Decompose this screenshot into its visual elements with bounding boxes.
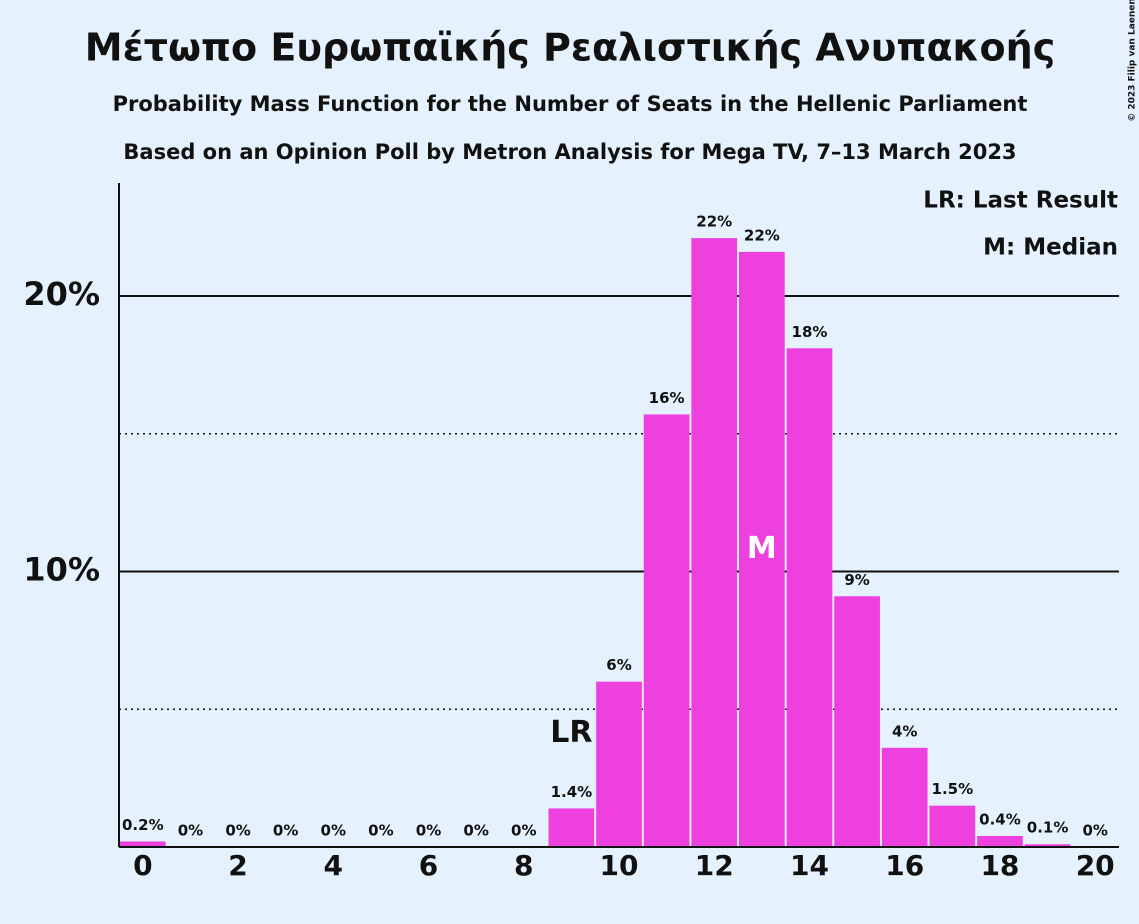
bar: [596, 681, 642, 847]
value-label: 16%: [649, 389, 685, 407]
x-tick-label: 16: [885, 849, 924, 882]
y-tick-label: 10%: [23, 550, 100, 588]
bar: [691, 238, 738, 847]
value-label: 1.5%: [932, 780, 974, 798]
value-label: 6%: [606, 656, 631, 674]
x-tick-label: 2: [228, 849, 247, 882]
value-label: 22%: [696, 213, 732, 231]
value-label: 0.2%: [122, 816, 164, 834]
annotation: M: [747, 531, 777, 566]
bar: [881, 747, 928, 847]
bar: [739, 251, 785, 848]
x-tick-label: 14: [790, 849, 829, 882]
bar: [548, 808, 595, 847]
x-tick-label: 18: [980, 849, 1019, 882]
x-tick-label: 10: [600, 849, 639, 882]
x-tick-label: 12: [695, 849, 734, 882]
value-label: 4%: [892, 722, 917, 740]
chart-subtitle: Based on an Opinion Poll by Metron Analy…: [123, 140, 1016, 164]
value-label: 9%: [844, 571, 869, 589]
value-label: 0%: [273, 822, 298, 840]
value-label: 0%: [368, 822, 393, 840]
value-label: 0%: [225, 822, 250, 840]
value-label: 0%: [511, 822, 536, 840]
bar: [977, 835, 1023, 847]
value-label: 0%: [1082, 822, 1107, 840]
x-tick-label: 20: [1076, 849, 1115, 882]
value-label: 22%: [744, 226, 780, 244]
value-label: 0%: [463, 822, 488, 840]
value-label: 0%: [416, 822, 441, 840]
legend-entry: LR: Last Result: [923, 188, 1118, 214]
value-label: 0%: [178, 822, 203, 840]
legend-entry: M: Median: [983, 235, 1118, 261]
bar: [1024, 844, 1071, 847]
bar: [643, 414, 690, 847]
bar: [786, 348, 833, 847]
copyright: © 2023 Filip van Laenen: [1128, 0, 1138, 122]
x-tick-label: 4: [324, 849, 343, 882]
bar: [834, 596, 880, 847]
x-tick-label: 0: [133, 849, 152, 882]
value-label: 0%: [321, 822, 346, 840]
value-label: 0.4%: [979, 810, 1021, 828]
y-tick-label: 20%: [23, 275, 100, 313]
x-tick-label: 8: [514, 849, 533, 882]
chart-subtitle: Probability Mass Function for the Number…: [113, 92, 1028, 116]
value-label: 0.1%: [1027, 819, 1069, 837]
chart-title: Μέτωπο Ευρωπαϊκής Ρεαλιστικής Ανυπακοής: [85, 26, 1055, 70]
annotation: LR: [550, 715, 592, 750]
value-label: 1.4%: [551, 783, 593, 801]
bar: [929, 805, 976, 847]
x-tick-label: 6: [419, 849, 438, 882]
value-label: 18%: [792, 323, 828, 341]
bar: [119, 841, 166, 847]
